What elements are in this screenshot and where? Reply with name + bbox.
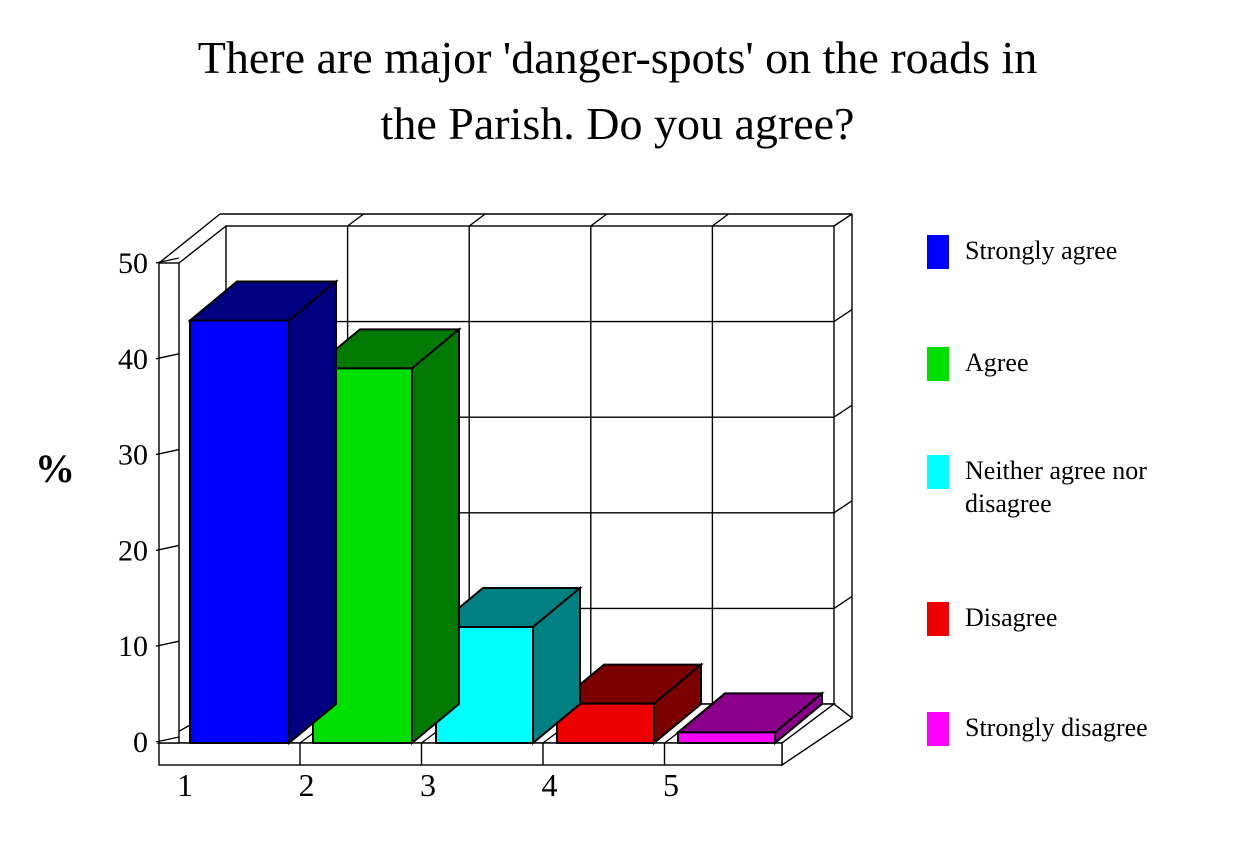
y-tick-label-0: 0: [133, 726, 148, 759]
chart-bars: [187, 279, 825, 746]
legend-label: Neither agree nor disagree: [965, 456, 1147, 518]
chart-title-line-1: There are major 'danger-spots' on the ro…: [197, 32, 1038, 83]
chart-right-frame: [833, 214, 853, 718]
legend-label: Agree: [965, 348, 1029, 377]
legend-label: Strongly agree: [965, 236, 1118, 265]
legend-label: Disagree: [965, 603, 1058, 632]
bar-side-1: [288, 279, 337, 746]
legend-swatch-disagree: [927, 602, 949, 636]
y-tick-label-30: 30: [118, 439, 148, 472]
x-tick-label-5: 5: [663, 767, 679, 803]
chart-axis-labels: 0 10 20 30 40 50 1 2 3 4 5%: [35, 247, 679, 803]
y-tick-label-40: 40: [118, 343, 148, 376]
y-tick-label-50: 50: [118, 247, 148, 280]
legend-swatch-agree: [927, 347, 949, 381]
x-tick-label-1: 1: [177, 767, 193, 803]
x-tick-label-3: 3: [420, 767, 436, 803]
legend-swatch-strongly-agree: [927, 235, 949, 269]
chart-title-line-2: the Parish. Do you agree?: [380, 98, 855, 149]
chart-left-wall: [155, 257, 180, 744]
bar-front-5: [677, 731, 776, 744]
legend-swatch-strongly-disagree: [927, 712, 949, 746]
legend-swatch-neither: [927, 455, 949, 489]
y-axis-title: %: [35, 446, 75, 491]
bar-front-1: [189, 319, 290, 744]
y-tick-label-10: 10: [118, 630, 148, 663]
bar-side-2: [411, 327, 460, 746]
bar-front-4: [556, 702, 655, 744]
x-tick-label-4: 4: [542, 767, 558, 803]
x-tick-label-2: 2: [299, 767, 315, 803]
chart-svg: 0 10 20 30 40 50 1 2 3 4 5%: [35, 213, 854, 803]
y-tick-label-20: 20: [118, 534, 148, 567]
chart-ceiling: [158, 213, 853, 264]
legend-label: Strongly disagree: [965, 713, 1148, 742]
